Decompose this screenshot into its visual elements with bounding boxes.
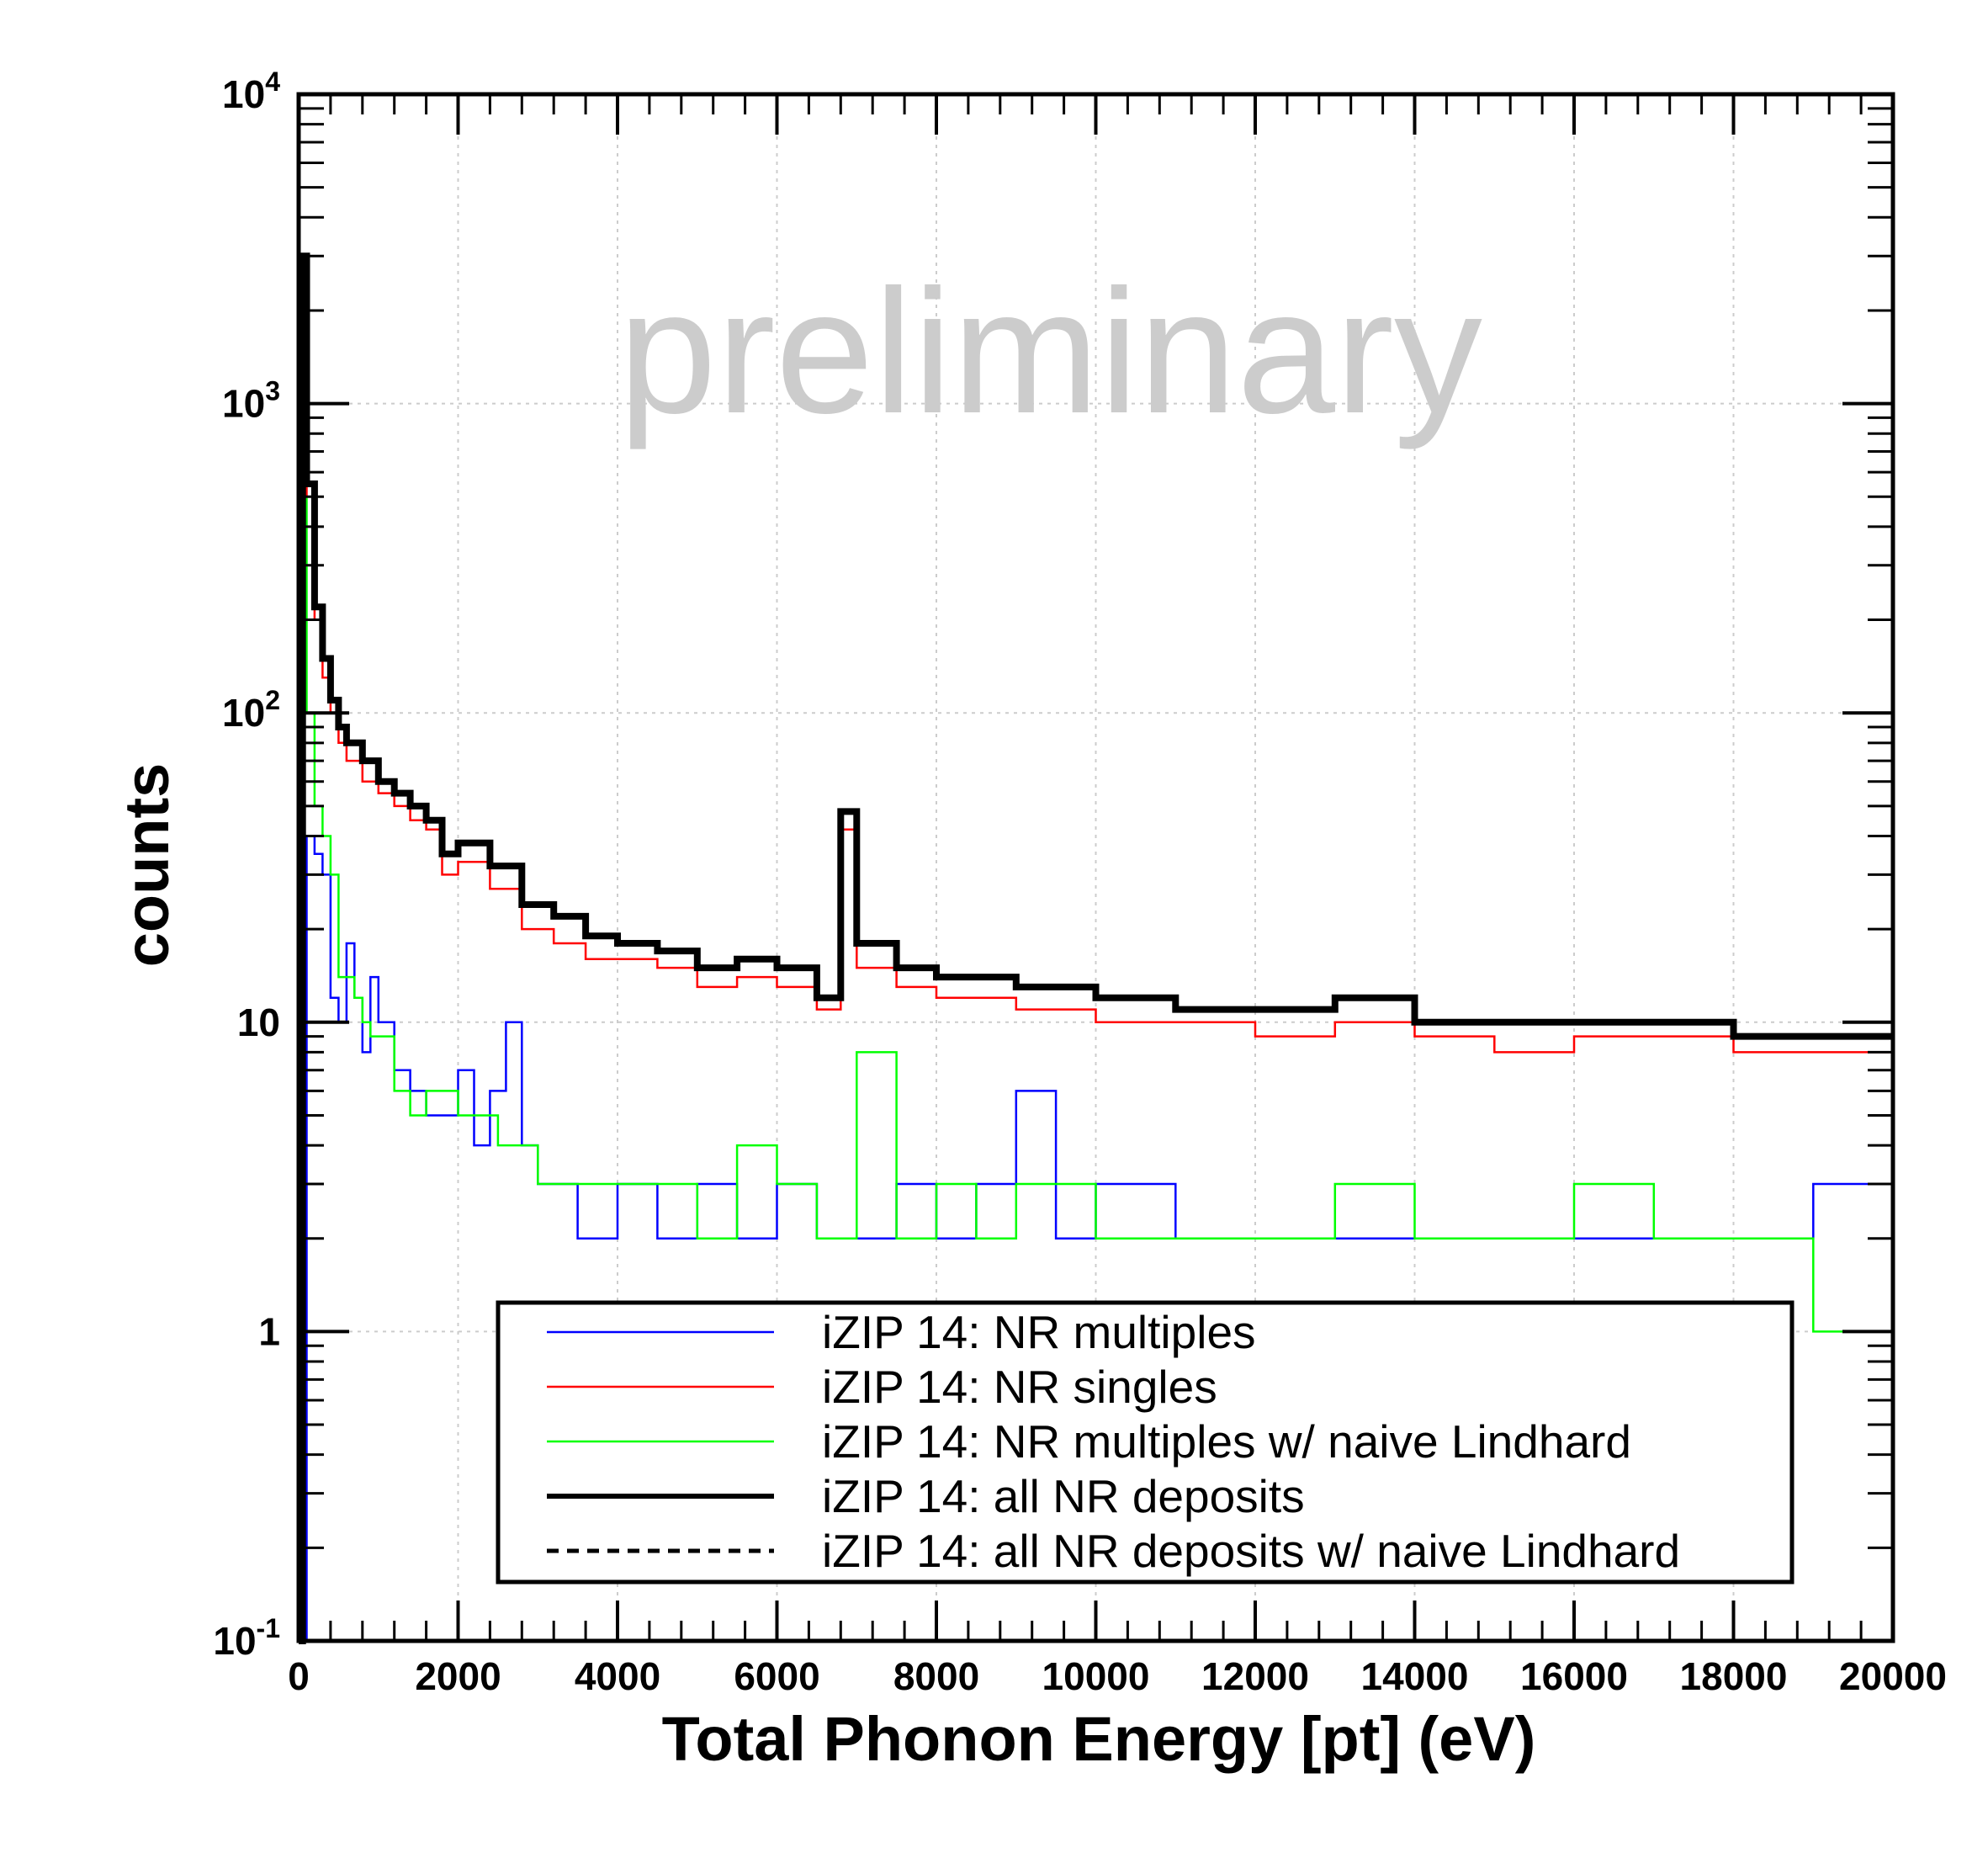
y-tick-label: 10	[237, 1001, 280, 1044]
x-tick-label: 20000	[1839, 1654, 1947, 1698]
x-tick-label: 14000	[1361, 1654, 1469, 1698]
watermark-text: preliminary	[618, 252, 1482, 450]
legend-entry-label: iZIP 14: NR multiples w/ naive Lindhard	[822, 1415, 1631, 1468]
x-axis-title: Total Phonon Energy [pt] (eV)	[662, 1704, 1536, 1774]
series-line-3	[299, 496, 1893, 1643]
x-tick-label: 16000	[1520, 1654, 1628, 1698]
x-tick-label: 8000	[893, 1654, 979, 1698]
series-layer	[299, 252, 1893, 1644]
y-axis-title: counts	[112, 763, 182, 968]
x-tick-label: 10000	[1042, 1654, 1150, 1698]
series-line-2	[299, 348, 1893, 1643]
y-tick-label: 103	[222, 376, 280, 426]
x-tick-label: 12000	[1201, 1654, 1309, 1698]
y-tick-label: 1	[258, 1309, 280, 1353]
x-tick-label: 2000	[415, 1654, 501, 1698]
legend-entry-label: iZIP 14: NR singles	[822, 1361, 1217, 1413]
legend-entry-label: iZIP 14: all NR deposits	[822, 1470, 1305, 1522]
y-tick-label: 102	[222, 685, 280, 735]
x-tick-label: 0	[288, 1654, 310, 1698]
x-tick-label: 6000	[734, 1654, 819, 1698]
legend-entry-label: iZIP 14: all NR deposits w/ naive Lindha…	[822, 1525, 1680, 1577]
y-tick-label: 104	[222, 66, 280, 116]
legend-entry-label: iZIP 14: NR multiples	[822, 1306, 1256, 1358]
axes: 0 2000 4000 6000 8000 10000 12000 14000 16000 180…	[213, 66, 1947, 1698]
y-tick-label: 10-1	[213, 1613, 280, 1663]
series-line-5	[299, 253, 1893, 1643]
x-tick-label: 18000	[1680, 1654, 1788, 1698]
x-tick-label: 4000	[575, 1654, 660, 1698]
